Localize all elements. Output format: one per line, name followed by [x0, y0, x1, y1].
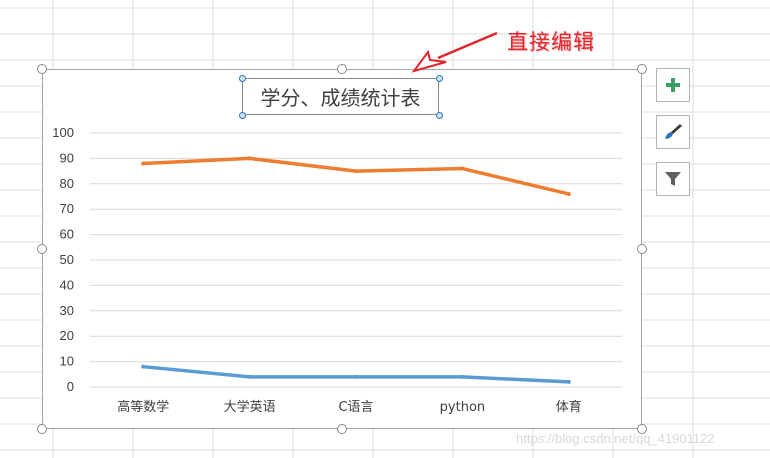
resize-handle-bottom-left[interactable]	[37, 424, 47, 434]
title-handle-top-left[interactable]	[239, 75, 246, 82]
resize-handle-right[interactable]	[637, 244, 647, 254]
resize-handle-top[interactable]	[337, 64, 347, 74]
resize-handle-top-right[interactable]	[637, 64, 647, 74]
resize-handle-top-left[interactable]	[37, 64, 47, 74]
chart-styles-button[interactable]	[656, 115, 690, 149]
chart-elements-button[interactable]	[656, 68, 690, 102]
annotation-text: 直接编辑	[507, 30, 595, 54]
chart-title[interactable]: 学分、成绩统计表	[242, 78, 439, 115]
brush-icon	[665, 124, 682, 139]
resize-handle-bottom[interactable]	[337, 424, 347, 434]
title-handle-top-right[interactable]	[436, 75, 443, 82]
plus-icon	[666, 78, 680, 92]
resize-handle-left[interactable]	[37, 244, 47, 254]
chart-area[interactable]	[42, 69, 642, 429]
watermark: https://blog.csdn.net/qq_41901122	[516, 431, 715, 446]
resize-handle-bottom-right[interactable]	[637, 424, 647, 434]
title-handle-bottom-left[interactable]	[239, 112, 246, 119]
filter-icon	[665, 172, 681, 186]
chart-filters-button[interactable]	[656, 162, 690, 196]
title-handle-bottom-right[interactable]	[436, 112, 443, 119]
